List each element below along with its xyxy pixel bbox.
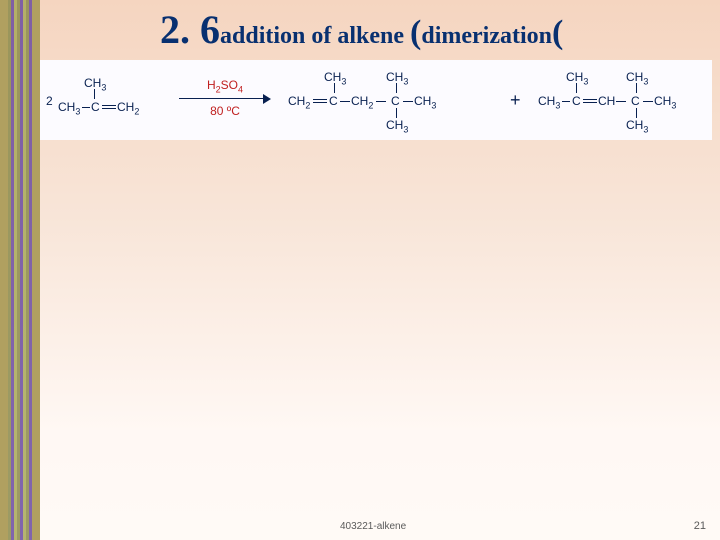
reactant-ch2: CH2 xyxy=(117,100,139,116)
p1-ch3-a: CH3 xyxy=(324,70,346,86)
p1-ch3-b: CH3 xyxy=(386,70,408,86)
reactant-c: C xyxy=(91,100,100,114)
arrow-reagent: H2SO4 xyxy=(175,78,275,94)
title-paren-open: ( xyxy=(410,14,421,51)
p2-ch3-right: CH3 xyxy=(654,94,676,110)
bond-v xyxy=(94,89,95,99)
arrow-line xyxy=(179,98,265,99)
coefficient: 2 xyxy=(46,94,53,108)
bond-h xyxy=(616,101,626,102)
bond-v xyxy=(576,83,577,93)
slide: 2. 6addition of alkene (dimerization( 2 … xyxy=(0,0,720,540)
reactant-molecule: CH3 CH3 C CH2 xyxy=(58,76,168,122)
bond-h xyxy=(643,101,653,102)
p2-ch3-bot: CH3 xyxy=(626,118,648,134)
reactant-ch3-left: CH3 xyxy=(58,100,80,116)
product2-molecule: CH3 CH3 C CH CH3 C CH3 CH3 xyxy=(538,70,708,130)
arrow-head-icon xyxy=(263,94,271,104)
p1-ch2-mid: CH2 xyxy=(351,94,373,110)
title-number: 2. 6 xyxy=(160,7,220,52)
title-inner: dimerization xyxy=(421,23,552,49)
p2-ch3-left: CH3 xyxy=(538,94,560,110)
bond-h xyxy=(376,101,386,102)
page-number: 21 xyxy=(694,520,706,532)
product1-molecule: CH3 CH2 C CH2 CH3 C CH3 CH3 xyxy=(288,70,498,130)
title-text: addition of alkene xyxy=(220,23,410,49)
arrow-condition: 80 ºC xyxy=(175,104,275,118)
bond-v xyxy=(396,83,397,93)
reaction-arrow: H2SO4 80 ºC xyxy=(175,82,275,122)
p2-c-b: C xyxy=(631,94,640,108)
p2-ch3-top-b: CH3 xyxy=(626,70,648,86)
p2-c-a: C xyxy=(572,94,581,108)
p2-ch3-top-a: CH3 xyxy=(566,70,588,86)
p2-ch: CH xyxy=(598,94,615,108)
bond-h xyxy=(82,107,90,108)
bond-v xyxy=(334,83,335,93)
p1-ch3-bot: CH3 xyxy=(386,118,408,134)
reaction-panel: 2 CH3 CH3 C CH2 H2SO4 80 ºC CH3 xyxy=(40,60,712,140)
bond-h xyxy=(562,101,570,102)
bond-h xyxy=(403,101,413,102)
p1-ch2-left: CH2 xyxy=(288,94,310,110)
double-bond xyxy=(102,105,116,106)
slide-title: 2. 6addition of alkene (dimerization( xyxy=(160,6,563,53)
bond-h xyxy=(340,101,350,102)
reaction-scheme: 2 CH3 CH3 C CH2 H2SO4 80 ºC CH3 xyxy=(40,60,712,140)
double-bond xyxy=(583,99,597,100)
plus-sign: + xyxy=(510,90,521,111)
footer-label: 403221-alkene xyxy=(340,521,406,532)
double-bond xyxy=(313,99,327,100)
p1-c-a: C xyxy=(329,94,338,108)
bond-v xyxy=(636,83,637,93)
title-paren-close: ( xyxy=(552,14,563,51)
reactant-ch3-top: CH3 xyxy=(84,76,106,92)
bond-v xyxy=(396,108,397,118)
p1-ch3-right: CH3 xyxy=(414,94,436,110)
p1-c-b: C xyxy=(391,94,400,108)
bond-v xyxy=(636,108,637,118)
decorative-stripe xyxy=(0,0,40,540)
